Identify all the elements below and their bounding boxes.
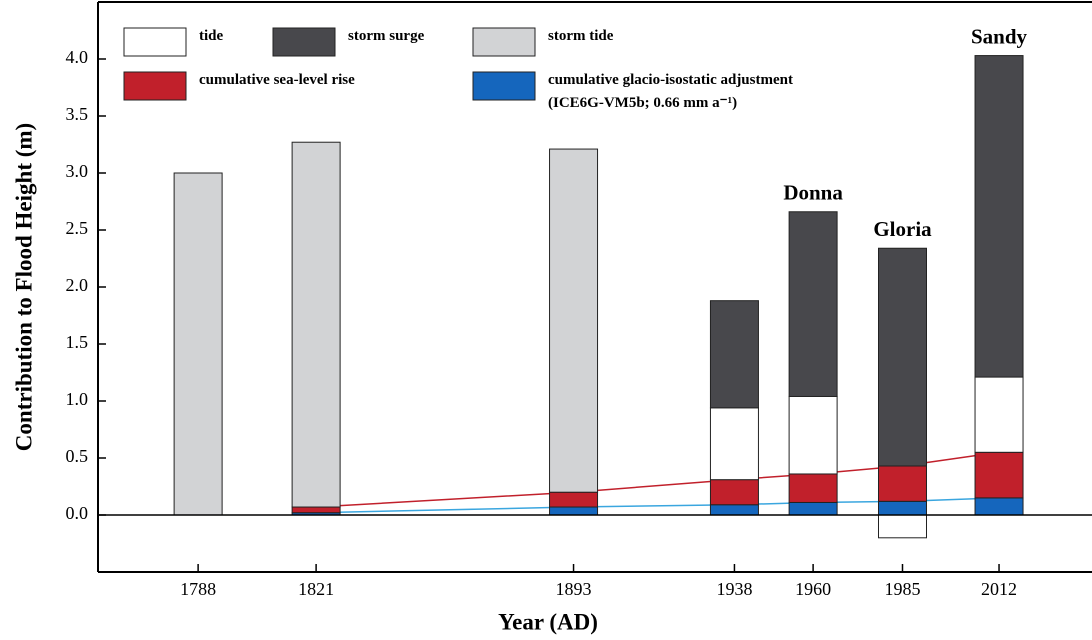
bar-segment	[709, 479, 759, 506]
x-tick-label: 1788	[180, 579, 216, 599]
bar-segment	[709, 504, 759, 516]
legend-swatch	[472, 71, 536, 101]
bar-segment	[974, 55, 1024, 378]
bar-label: Gloria	[873, 217, 932, 241]
x-axis-title: Year (AD)	[498, 609, 598, 634]
y-tick-label: 2.5	[66, 218, 89, 238]
bar-segment	[788, 395, 838, 475]
legend-swatch	[272, 27, 336, 57]
y-axis-title: Contribution to Flood Height (m)	[11, 123, 36, 451]
x-tick-label: 1960	[795, 579, 831, 599]
x-tick-label: 2012	[981, 579, 1017, 599]
bar-segment	[788, 473, 838, 503]
legend-label: storm tide	[548, 28, 614, 44]
bar-segment	[974, 497, 1024, 516]
bar-segment	[877, 514, 927, 539]
x-tick-label: 1938	[716, 579, 752, 599]
legend-swatch	[472, 27, 536, 57]
bar-segment	[877, 465, 927, 502]
bar-segment	[549, 491, 599, 508]
bar-segment	[291, 141, 341, 508]
legend-label: tide	[199, 28, 224, 44]
bar-segment	[788, 501, 838, 516]
legend-label: cumulative glacio-isostatic adjustment (…	[548, 72, 793, 111]
y-tick-label: 0.0	[66, 503, 89, 523]
x-tick-label: 1893	[556, 579, 592, 599]
bar-segment	[877, 500, 927, 516]
bar-segment	[788, 211, 838, 397]
bar-segment	[709, 407, 759, 481]
y-tick-label: 3.5	[66, 104, 89, 124]
legend-label: cumulative sea-level rise	[199, 72, 355, 88]
bar-label: Donna	[783, 181, 843, 205]
y-tick-label: 3.0	[66, 161, 89, 181]
bar-segment	[974, 376, 1024, 453]
bar-segment	[173, 172, 223, 516]
bar-segment	[877, 247, 927, 467]
bar-segment	[709, 300, 759, 409]
legend-label-box: storm surge	[348, 28, 425, 44]
x-tick-label: 1985	[884, 579, 920, 599]
bar-segment	[549, 148, 599, 493]
legend-label: storm surge	[348, 28, 425, 44]
y-tick-label: 1.5	[66, 332, 89, 352]
y-tick-label: 4.0	[66, 47, 89, 67]
x-tick-label: 1821	[298, 579, 334, 599]
legend-label-box: cumulative sea-level rise	[199, 72, 355, 88]
legend-label-box: tide	[199, 28, 224, 44]
y-tick-label: 1.0	[66, 389, 89, 409]
bar-segment	[549, 506, 599, 516]
legend-swatch	[123, 27, 187, 57]
y-tick-label: 2.0	[66, 275, 89, 295]
legend-label-box: cumulative glacio-isostatic adjustment (…	[548, 72, 793, 111]
y-tick-label: 0.5	[66, 446, 89, 466]
bar-segment	[974, 451, 1024, 499]
bar-label: Sandy	[971, 24, 1028, 48]
bar-segment	[291, 506, 341, 514]
legend-label-box: storm tide	[548, 28, 614, 44]
legend-swatch	[123, 71, 187, 101]
